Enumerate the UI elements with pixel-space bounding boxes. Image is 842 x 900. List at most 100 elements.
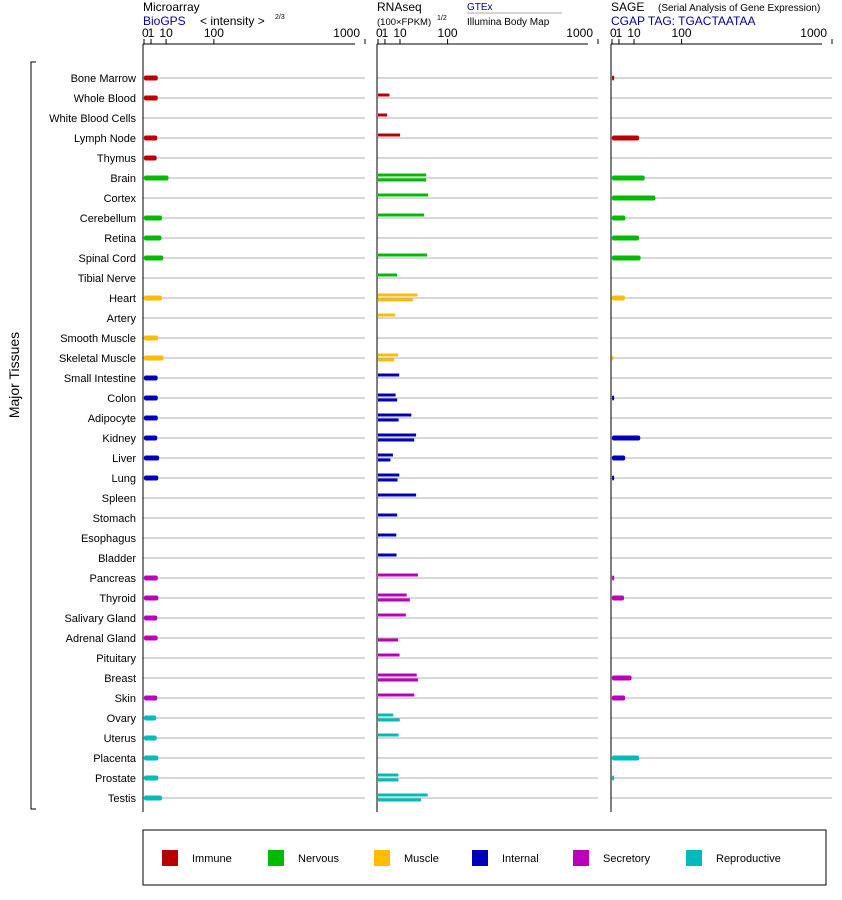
bar: [612, 475, 615, 481]
rnaseq-source-gtex: GTEx: [467, 2, 493, 13]
bar: [144, 795, 162, 801]
bar: [612, 215, 626, 221]
bar: [378, 418, 399, 422]
bar: [144, 695, 158, 701]
bar: [144, 135, 158, 141]
bar: [378, 638, 399, 642]
bar: [612, 775, 615, 781]
tissue-bracket: [30, 61, 36, 810]
tissue-label: Skeletal Muscle: [59, 353, 136, 365]
bar: [144, 735, 157, 741]
bar: [612, 755, 640, 761]
bar: [378, 598, 410, 602]
bar: [144, 155, 157, 161]
bar: [144, 295, 162, 301]
bar: [378, 493, 417, 497]
tissue-label: Pancreas: [90, 573, 137, 585]
bar: [378, 713, 394, 717]
rnaseq-tick-label: 10: [393, 26, 407, 40]
legend-label: Reproductive: [716, 853, 781, 865]
bar: [378, 513, 398, 517]
tissue-label: Brain: [110, 173, 136, 185]
bar: [144, 175, 169, 181]
bar: [378, 533, 397, 537]
tissue-label: Adrenal Gland: [66, 633, 136, 645]
bar: [612, 455, 626, 461]
tissue-label: Adipocyte: [88, 413, 136, 425]
sage-tag: CGAP TAG: TGACTAATAA: [611, 14, 755, 28]
bar: [144, 435, 158, 441]
bar: [378, 413, 412, 417]
legend-swatch: [686, 850, 702, 866]
bar: [378, 133, 401, 137]
bar: [612, 135, 640, 141]
bar: [144, 455, 160, 461]
bar: [378, 478, 398, 482]
bar: [378, 293, 418, 297]
bar: [378, 298, 413, 302]
bar: [612, 575, 615, 581]
legend-swatch: [472, 850, 488, 866]
bar: [378, 193, 429, 197]
tissue-label: Esophagus: [81, 533, 137, 545]
rnaseq-tick-label: 1000: [566, 26, 593, 40]
microarray-tick-label: 10: [159, 26, 173, 40]
bar: [378, 678, 418, 682]
bar: [378, 253, 428, 257]
bar: [378, 593, 407, 597]
rnaseq-unit: (100×FPKM): [377, 17, 431, 28]
tissue-label: Uterus: [104, 733, 137, 745]
sage-tick-label: 0: [610, 26, 617, 40]
tissue-label: Bladder: [98, 553, 136, 565]
bar: [612, 675, 632, 681]
sage-tick-label: 1: [616, 26, 623, 40]
tissue-label: Ovary: [107, 713, 137, 725]
rnaseq-tick-label: 100: [438, 26, 458, 40]
legend-label: Secretory: [603, 853, 651, 865]
bar: [378, 373, 400, 377]
bar: [378, 793, 428, 797]
bar: [378, 553, 397, 557]
bar: [144, 355, 164, 361]
bar: [144, 415, 158, 421]
tissue-label: Bone Marrow: [71, 73, 136, 85]
tissue-label: Breast: [104, 673, 136, 685]
bar: [378, 393, 396, 397]
bar: [144, 255, 164, 261]
bar: [378, 693, 415, 697]
bar: [378, 653, 400, 657]
tissue-label: Skin: [115, 693, 136, 705]
bar: [378, 358, 395, 362]
bar: [144, 75, 158, 81]
bar: [144, 395, 158, 401]
rnaseq-tick-label: 1: [382, 26, 389, 40]
microarray-title: Microarray: [143, 0, 200, 14]
y-axis-title: Major Tissues: [6, 332, 22, 418]
bar: [612, 595, 625, 601]
bar: [612, 75, 615, 81]
microarray-tick-label: 100: [204, 26, 224, 40]
tissue-label: Placenta: [93, 753, 137, 765]
bar: [612, 295, 625, 301]
bar: [378, 213, 425, 217]
bar: [612, 395, 615, 401]
tissue-label: Artery: [107, 313, 137, 325]
bar: [144, 635, 158, 641]
bar: [378, 718, 400, 722]
bar: [378, 438, 415, 442]
tissue-label: Prostate: [95, 773, 136, 785]
tissue-label: Testis: [108, 793, 137, 805]
tissue-label: Thyroid: [99, 593, 136, 605]
bar: [612, 255, 641, 261]
bar: [378, 453, 393, 457]
microarray-tick-label: 0: [142, 26, 149, 40]
tissue-label: Spleen: [102, 493, 136, 505]
bar: [144, 215, 162, 221]
bar: [612, 435, 641, 441]
tissue-label: Pituitary: [96, 653, 136, 665]
bar: [378, 93, 390, 97]
bar: [144, 375, 158, 381]
legend-swatch: [268, 850, 284, 866]
bar: [144, 715, 157, 721]
